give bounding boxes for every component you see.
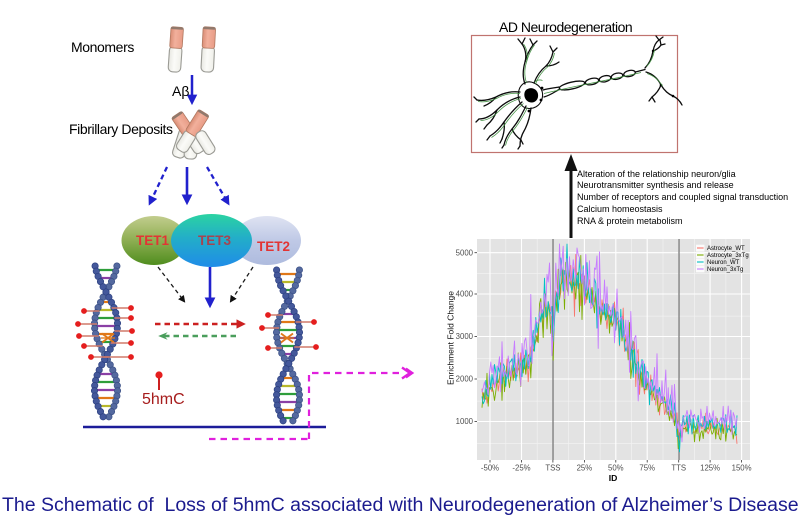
svg-text:150%: 150% — [732, 464, 752, 473]
svg-text:2000: 2000 — [456, 375, 474, 384]
svg-text:3000: 3000 — [456, 332, 474, 341]
svg-text:Neuron_WT: Neuron_WT — [707, 260, 740, 266]
svg-text:Astrocyte_3xTg: Astrocyte_3xTg — [707, 253, 749, 259]
svg-text:Astrocyte_WT: Astrocyte_WT — [707, 246, 745, 252]
svg-text:50%: 50% — [608, 464, 624, 473]
svg-text:125%: 125% — [700, 464, 720, 473]
svg-text:TSS: TSS — [545, 464, 560, 473]
svg-text:-50%: -50% — [481, 464, 499, 473]
svg-text:1000: 1000 — [456, 417, 474, 426]
svg-text:25%: 25% — [577, 464, 593, 473]
svg-text:4000: 4000 — [456, 290, 474, 299]
svg-text:-25%: -25% — [512, 464, 530, 473]
svg-text:TTS: TTS — [671, 464, 686, 473]
svg-text:5hmC: 5hmC — [142, 391, 185, 408]
svg-text:Neuron_3xTg: Neuron_3xTg — [707, 267, 743, 273]
svg-text:5000: 5000 — [456, 248, 474, 257]
svg-text:75%: 75% — [639, 464, 655, 473]
svg-text:ID: ID — [609, 473, 618, 483]
svg-text:Enrichment Fold Change: Enrichment Fold Change — [446, 291, 456, 385]
